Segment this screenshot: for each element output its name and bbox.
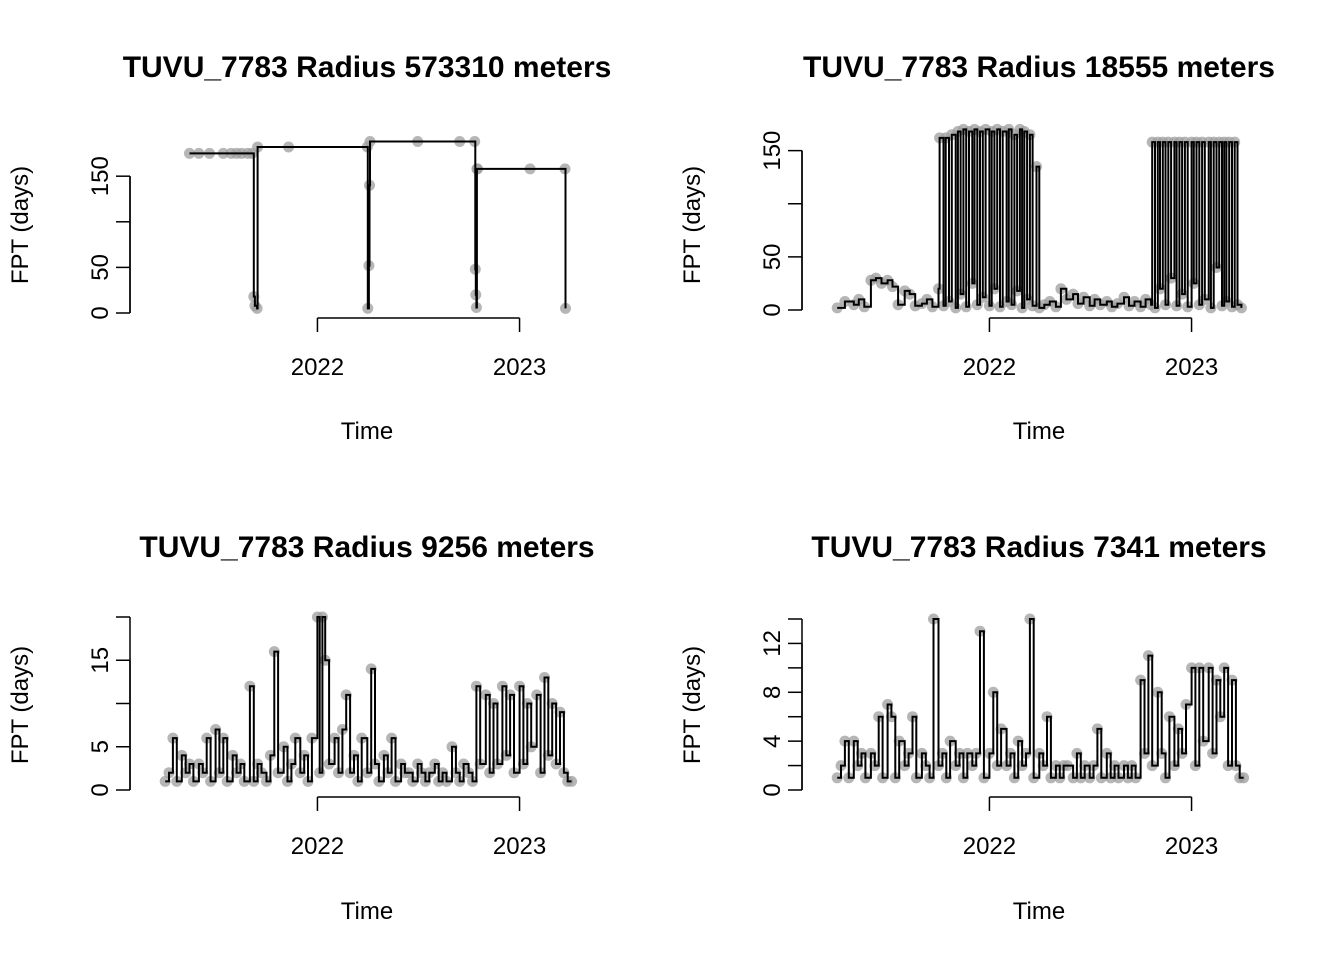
series-line <box>165 616 572 783</box>
x-tick-label: 2022 <box>291 833 344 860</box>
x-tick-label: 2023 <box>1165 833 1218 860</box>
series-marks <box>831 123 1247 314</box>
series-marks <box>831 613 1250 784</box>
panel-title: TUVU_7783 Radius 18555 meters <box>803 51 1275 84</box>
x-axis-label: Time <box>1013 418 1065 445</box>
axes: 0 5 15 2022 2023 <box>87 616 546 860</box>
y-axis-label: FPT (days) <box>679 646 706 764</box>
y-tick-label: 150 <box>759 131 786 171</box>
y-tick-label: 0 <box>759 303 786 316</box>
panel-title: TUVU_7783 Radius 573310 meters <box>123 51 612 84</box>
y-tick-label: 50 <box>759 244 786 271</box>
x-axis-label: Time <box>341 418 393 445</box>
y-axis-label: FPT (days) <box>7 646 34 764</box>
series-marks <box>184 136 571 314</box>
y-tick-label: 0 <box>87 783 114 796</box>
y-axis-label: FPT (days) <box>679 166 706 284</box>
y-tick-label: 12 <box>759 630 786 657</box>
y-tick-label: 4 <box>759 734 786 747</box>
y-tick-label: 0 <box>87 306 114 319</box>
x-tick-label: 2022 <box>963 833 1016 860</box>
panel-title: TUVU_7783 Radius 9256 meters <box>139 531 594 564</box>
x-tick-label: 2023 <box>1165 354 1218 381</box>
y-tick-label: 50 <box>87 254 114 281</box>
panel-bottom-right: TUVU_7783 Radius 7341 meters FPT (days) … <box>679 531 1267 925</box>
y-tick-label: 0 <box>759 783 786 796</box>
panel-top-left: TUVU_7783 Radius 573310 meters FPT (days… <box>7 51 611 445</box>
series-line <box>837 618 1244 779</box>
x-axis-label: Time <box>341 898 393 925</box>
series-line <box>189 140 567 310</box>
x-tick-label: 2023 <box>493 354 546 381</box>
x-tick-label: 2022 <box>963 354 1016 381</box>
panel-top-right: TUVU_7783 Radius 18555 meters FPT (days)… <box>679 51 1275 445</box>
panel-title: TUVU_7783 Radius 7341 meters <box>811 531 1266 564</box>
y-tick-label: 15 <box>87 647 114 674</box>
axes: 0 4 8 12 2022 2023 <box>759 618 1218 860</box>
axes: 0 50 150 2022 2023 <box>87 156 546 381</box>
x-tick-label: 2022 <box>291 354 344 381</box>
panel-bottom-left: TUVU_7783 Radius 9256 meters FPT (days) … <box>7 531 595 925</box>
x-axis-label: Time <box>1013 898 1065 925</box>
y-axis-label: FPT (days) <box>7 166 34 284</box>
series-line <box>837 128 1243 309</box>
y-tick-label: 5 <box>87 740 114 753</box>
axes: 0 50 150 2022 2023 <box>759 131 1218 381</box>
y-tick-label: 8 <box>759 686 786 699</box>
series-marks <box>159 611 578 787</box>
x-tick-label: 2023 <box>493 833 546 860</box>
y-tick-label: 150 <box>87 156 114 196</box>
